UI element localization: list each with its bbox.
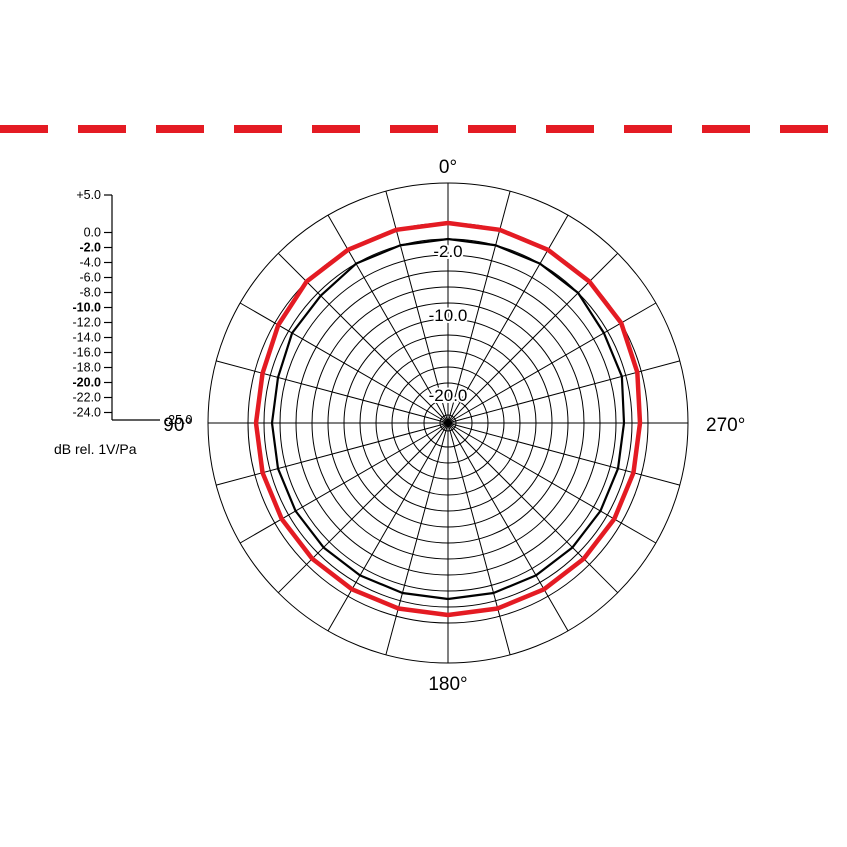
scale-tick-label: -14.0: [73, 331, 102, 345]
scale-tick-label: 0.0: [84, 226, 101, 240]
scale-tick-label: -20.0: [73, 376, 102, 390]
scale-tick-label: -4.0: [79, 256, 101, 270]
ring-label: -2.0: [433, 242, 462, 261]
ring-label: -10.0: [429, 306, 468, 325]
angle-label: 180°: [428, 674, 467, 695]
scale-tick-label: -6.0: [79, 271, 101, 285]
scale-bottom-label: -25.0: [164, 413, 193, 427]
scale-tick-label: -16.0: [73, 346, 102, 360]
polar-chart: 0°90°180°270°-2.0-2.0-10.0-10.0-20.0-20.…: [0, 0, 847, 847]
scale-tick-label: -24.0: [73, 406, 102, 420]
scale-tick-label: -12.0: [73, 316, 102, 330]
scale-tick-label: -18.0: [73, 361, 102, 375]
scale-tick-label: -22.0: [73, 391, 102, 405]
angle-label: 270°: [706, 415, 745, 436]
ring-label: -20.0: [429, 386, 468, 405]
scale-caption: dB rel. 1V/Pa: [54, 441, 137, 457]
scale-tick-label: -10.0: [73, 301, 102, 315]
scale-tick-label: -2.0: [79, 241, 101, 255]
chart-container: 0°90°180°270°-2.0-2.0-10.0-10.0-20.0-20.…: [0, 0, 847, 847]
scale-tick-label: +5.0: [76, 188, 101, 202]
angle-label: 0°: [439, 157, 457, 178]
scale-tick-label: -8.0: [79, 286, 101, 300]
db-scale: +5.00.0-2.0-4.0-6.0-8.0-10.0-12.0-14.0-1…: [54, 188, 193, 457]
